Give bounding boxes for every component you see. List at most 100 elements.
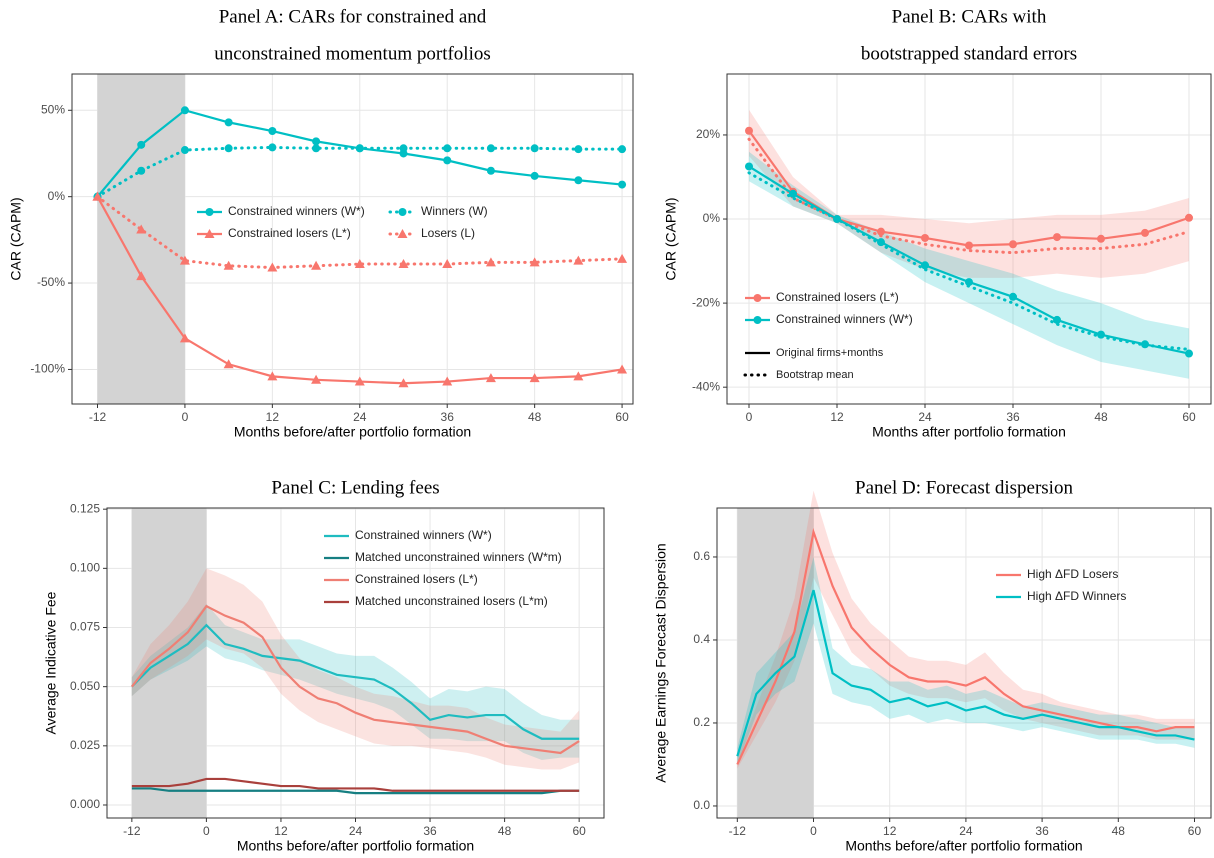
marker [530, 171, 539, 180]
marker [617, 364, 628, 374]
y-axis-title: CAR (CAPM) [663, 197, 679, 280]
x-tick-label: 24 [959, 824, 973, 838]
y-tick-label: 0.2 [693, 715, 710, 729]
marker [529, 373, 540, 383]
x-axis-title: Months before/after portfolio formation [845, 838, 1082, 854]
legend-label: Constrained losers (L*) [228, 226, 351, 240]
x-tick-label: 12 [266, 410, 280, 424]
legend-marker [205, 208, 214, 216]
marker [179, 333, 190, 343]
marker [180, 146, 189, 155]
series-line [131, 623, 580, 740]
x-tick-label: 12 [830, 410, 844, 424]
legend-marker [204, 229, 215, 238]
chart-title: Panel A: CARs for constrained and [219, 6, 487, 27]
y-axis-title: Average Indicative Fee [43, 591, 59, 734]
plot-border [726, 73, 1212, 405]
y-axis-title: Average Earnings Forecast Dispersion [653, 543, 669, 782]
marker [137, 140, 146, 149]
x-tick-label: 24 [353, 410, 367, 424]
marker [618, 145, 627, 154]
marker [877, 238, 885, 247]
x-tick-label: 12 [883, 824, 897, 838]
marker [1009, 240, 1017, 249]
y-tick-label: 20% [696, 127, 720, 141]
marker [268, 143, 277, 152]
x-axis-title: Months before/after portfolio formation [237, 838, 474, 854]
x-tick-label: 60 [1182, 410, 1196, 424]
x-tick-label: 36 [1035, 824, 1049, 838]
marker [267, 262, 278, 272]
chart-title: Panel C: Lending fees [271, 477, 439, 498]
plot-background [727, 74, 1211, 404]
marker [311, 260, 322, 270]
legend-label: Constrained winners (W*) [228, 204, 365, 218]
marker [311, 374, 322, 384]
marker [1009, 292, 1017, 301]
marker [1141, 228, 1149, 237]
shaded-region [97, 74, 185, 404]
legend-label: Constrained winners (W*) [776, 312, 913, 326]
confidence-band [749, 151, 1189, 379]
series-line [736, 589, 1195, 757]
marker [398, 378, 409, 388]
marker [1185, 349, 1193, 358]
marker [485, 373, 496, 383]
y-tick-label: 0.000 [70, 797, 100, 811]
legend-marker [753, 294, 762, 302]
marker [136, 224, 147, 234]
marker [354, 259, 365, 269]
y-tick-label: 0.125 [70, 501, 100, 515]
marker [877, 227, 885, 236]
x-tick-label: -12 [729, 824, 747, 838]
mean-line [747, 171, 1191, 351]
marker [224, 144, 233, 153]
x-tick-label: 0 [203, 824, 210, 838]
x-tick-label: 48 [528, 410, 542, 424]
legend-marker [753, 316, 762, 324]
legend-label: Original firms+months [776, 347, 884, 359]
marker [921, 233, 929, 242]
marker [574, 176, 583, 185]
y-tick-label: -100% [30, 362, 65, 376]
chart-title: Panel B: CARs with [892, 6, 1047, 27]
marker [312, 144, 321, 153]
legend-label: Matched unconstrained winners (W*m) [355, 550, 562, 564]
marker [573, 255, 584, 265]
marker [442, 376, 453, 386]
marker [921, 261, 929, 270]
x-tick-label: -12 [89, 410, 107, 424]
marker [267, 371, 278, 381]
marker [312, 137, 321, 146]
marker [1053, 233, 1061, 242]
y-tick-label: -20% [692, 295, 720, 309]
x-tick-label: 0 [182, 410, 189, 424]
marker [137, 166, 146, 175]
marker [268, 127, 277, 136]
marker [223, 260, 234, 270]
x-tick-label: 0 [810, 824, 817, 838]
legend-marker [398, 208, 407, 216]
x-tick-label: 60 [615, 410, 629, 424]
legend-label: Bootstrap mean [776, 369, 854, 381]
marker [486, 144, 495, 153]
y-tick-label: 0% [48, 189, 66, 203]
shaded-region [131, 508, 207, 818]
legend-label: Constrained losers (L*) [776, 290, 899, 304]
marker [965, 278, 973, 287]
confidence-band [131, 568, 580, 770]
y-tick-label: 0.100 [70, 561, 100, 575]
confidence-band [131, 603, 580, 761]
series-line [130, 604, 580, 755]
marker [136, 271, 147, 281]
x-tick-label: 36 [441, 410, 455, 424]
marker [745, 126, 753, 135]
x-tick-label: 48 [1112, 824, 1126, 838]
y-tick-label: 0.4 [693, 632, 710, 646]
chart-title: bootstrapped standard errors [861, 43, 1077, 64]
marker [224, 118, 233, 127]
series-line [131, 787, 580, 795]
marker [223, 359, 234, 369]
marker [1185, 213, 1193, 222]
